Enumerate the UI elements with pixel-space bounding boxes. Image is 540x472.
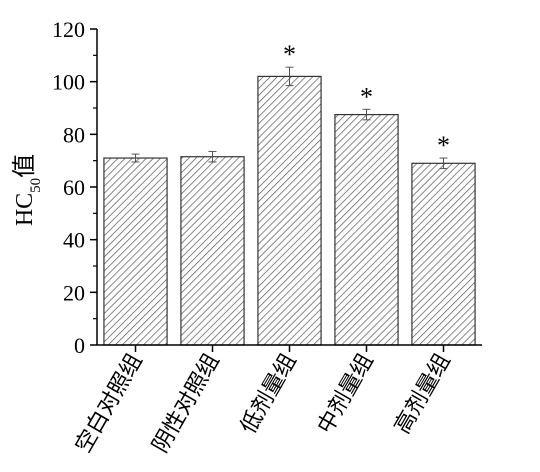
y-tick-label: 40 [63,228,85,253]
y-tick-label: 0 [74,333,85,358]
y-axis-label: HC50值 [10,154,44,226]
bar [180,156,245,346]
x-category-label: 低剂量组 [236,350,302,439]
bar [257,75,322,346]
y-axis-label-sub: 50 [28,178,44,193]
x-category-label: 空白对照组 [71,350,148,458]
significance-mark: * [283,40,296,69]
y-tick-label: 100 [52,70,85,95]
bars-layer: * * * [103,40,476,346]
y-tick-label: 80 [63,122,85,147]
bar [334,113,399,346]
y-axis-label-suffix: 值 [10,154,38,178]
x-category-label: 中剂量组 [313,350,379,439]
bar [411,162,476,346]
significance-mark: * [437,131,450,160]
bar [103,157,168,346]
y-tick-label: 120 [52,17,85,42]
significance-mark: * [360,82,373,111]
x-category-label: 高剂量组 [390,350,456,439]
y-tick-label: 60 [63,175,85,200]
y-tick-label: 20 [63,280,85,305]
x-categories: 空白对照组 阴性对照组 低剂量组 中剂量组 高剂量组 [71,345,456,457]
y-axis-label-main: HC [12,193,38,226]
y-ticks: 0 20 40 60 80 100 120 [52,17,97,358]
x-category-label: 阴性对照组 [148,350,225,458]
